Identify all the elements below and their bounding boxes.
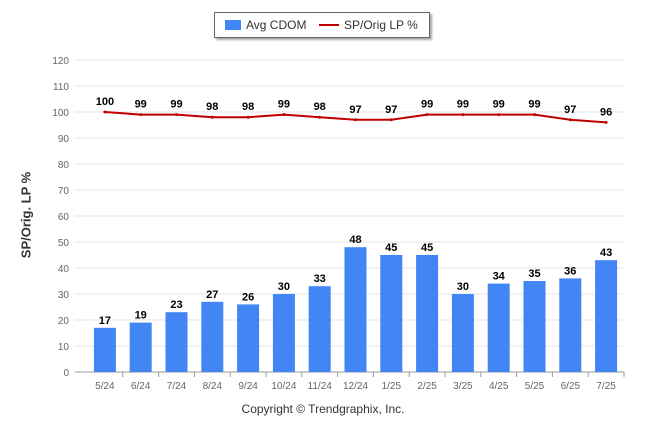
x-tick-label: 12/24	[343, 381, 368, 392]
line-data-label: 97	[349, 104, 361, 116]
line-data-label: 100	[96, 96, 114, 108]
y-tick-label: 90	[58, 134, 70, 145]
line-data-label: 97	[385, 104, 397, 116]
bar	[344, 247, 367, 372]
bar-data-label: 27	[206, 289, 218, 301]
x-tick-label: 9/24	[238, 381, 258, 392]
x-tick-label: 7/24	[167, 381, 187, 392]
line-data-label: 97	[564, 104, 576, 116]
line-point	[210, 115, 214, 119]
line-data-label: 98	[242, 101, 254, 113]
y-tick-label: 40	[58, 264, 70, 275]
line-point	[533, 113, 536, 117]
bar	[451, 294, 474, 372]
legend-line-swatch	[319, 24, 339, 26]
bar-data-label: 35	[528, 268, 540, 280]
y-tick-label: 110	[53, 82, 69, 93]
bar-data-label: 30	[457, 281, 469, 293]
bar	[380, 255, 403, 372]
bar-data-label: 19	[135, 310, 147, 322]
x-tick-label: 4/25	[489, 381, 509, 392]
bar	[595, 260, 618, 372]
bar	[487, 283, 510, 372]
x-tick-label: 11/24	[308, 381, 333, 392]
line-point	[246, 115, 250, 119]
y-tick-label: 0	[63, 368, 69, 379]
bar	[272, 294, 295, 372]
bar	[416, 255, 439, 372]
line-data-label: 99	[421, 99, 433, 111]
line-data-label: 99	[278, 99, 290, 111]
bar	[237, 304, 260, 372]
bar	[201, 301, 224, 372]
y-tick-label: 10	[58, 342, 70, 353]
x-tick-label: 5/24	[95, 381, 115, 392]
line-point	[461, 113, 465, 117]
bar-data-label: 26	[242, 291, 254, 303]
line-point	[282, 113, 286, 117]
line-point	[318, 115, 322, 119]
line-point	[568, 118, 572, 122]
y-tick-label: 60	[58, 212, 70, 223]
y-tick-label: 100	[52, 108, 69, 119]
line-point	[497, 113, 501, 117]
bar	[93, 327, 116, 372]
line-point	[425, 113, 429, 117]
x-tick-label: 5/25	[525, 381, 545, 392]
x-tick-label: 10/24	[271, 381, 296, 392]
bar	[523, 281, 546, 372]
line-point	[103, 110, 107, 114]
y-tick-label: 120	[52, 56, 69, 67]
x-tick-label: 2/25	[417, 381, 437, 392]
legend: Avg CDOM SP/Orig LP %	[214, 12, 430, 38]
y-tick-label: 50	[58, 238, 70, 249]
bar-data-label: 45	[421, 242, 433, 254]
line-point	[175, 113, 178, 117]
y-tick-label: 80	[58, 160, 70, 171]
x-tick-label: 8/24	[203, 381, 223, 392]
y-tick-label: 30	[58, 290, 70, 301]
legend-bar-swatch	[225, 20, 241, 30]
legend-item-avg-cdom[interactable]: Avg CDOM	[225, 18, 306, 32]
line-point	[604, 120, 608, 124]
line-data-label: 99	[493, 99, 505, 111]
x-tick-label: 1/25	[382, 381, 402, 392]
y-tick-label: 20	[58, 316, 70, 327]
x-tick-label: 6/25	[561, 381, 581, 392]
bar	[165, 312, 188, 372]
bar-data-label: 30	[278, 281, 290, 293]
bar	[559, 278, 582, 372]
line-data-label: 98	[206, 101, 218, 113]
line-data-label: 99	[135, 99, 147, 111]
bar-data-label: 33	[314, 273, 326, 285]
bar-data-label: 34	[493, 271, 506, 283]
line-data-label: 99	[457, 99, 469, 111]
x-tick-label: 3/25	[453, 381, 473, 392]
bar	[308, 286, 331, 372]
x-tick-label: 6/24	[131, 381, 151, 392]
line-data-label: 99	[170, 99, 182, 111]
legend-label-avg-cdom: Avg CDOM	[246, 18, 307, 32]
y-axis-title: SP/Orig. LP %	[18, 171, 34, 259]
line-point	[139, 113, 143, 117]
line-data-label: 96	[600, 106, 612, 118]
copyright-footer: Copyright © Trendgraphix, Inc.	[241, 402, 405, 416]
x-tick-label: 7/25	[596, 381, 616, 392]
line-data-label: 98	[314, 101, 326, 113]
bar-data-label: 43	[600, 247, 612, 259]
bar-data-label: 45	[385, 242, 397, 254]
y-tick-label: 70	[58, 186, 70, 197]
bar-data-label: 36	[564, 265, 576, 277]
bar	[129, 322, 152, 372]
legend-label-sp-orig-lp: SP/Orig LP %	[344, 18, 418, 32]
line-point	[389, 118, 393, 122]
line-point	[354, 118, 357, 122]
bar-data-label: 48	[349, 234, 361, 246]
legend-item-sp-orig-lp[interactable]: SP/Orig LP %	[319, 18, 418, 32]
line-data-label: 99	[528, 99, 540, 111]
bar-data-label: 17	[99, 315, 111, 327]
bar-data-label: 23	[170, 299, 182, 311]
